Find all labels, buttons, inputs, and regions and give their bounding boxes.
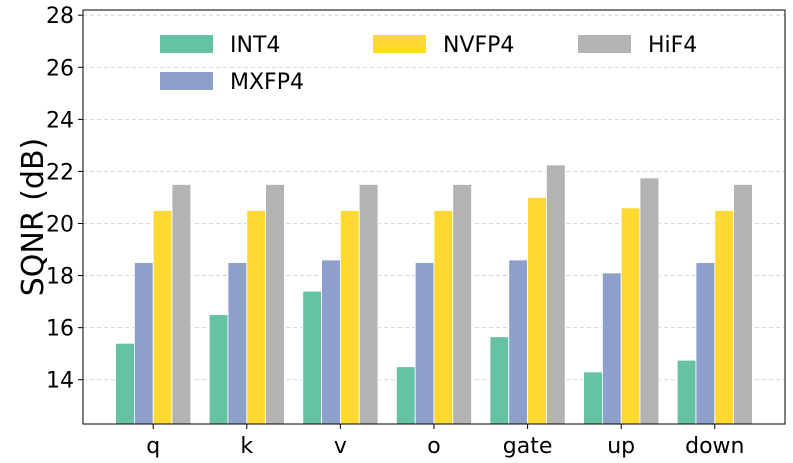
bar-int4-k xyxy=(208,314,229,425)
bar-nvfp4-v xyxy=(339,210,360,425)
legend-swatch-int4 xyxy=(160,35,213,53)
x-tick-label-o: o xyxy=(427,434,440,459)
bar-hif4-up xyxy=(639,177,660,425)
bar-mxfp4-v xyxy=(321,259,341,425)
bar-mxfp4-q xyxy=(133,262,154,425)
bar-mxfp4-k xyxy=(227,262,248,425)
bar-mxfp4-gate xyxy=(508,259,528,425)
bar-hif4-k xyxy=(265,184,285,425)
y-axis-title: SQNR (dB) xyxy=(16,138,51,297)
x-tick-label-q: q xyxy=(146,434,160,459)
legend-item-mxfp4: MXFP4 xyxy=(160,70,304,95)
legend-swatch-nvfp4 xyxy=(373,35,426,53)
legend-item-int4: INT4 xyxy=(160,33,280,58)
x-tick-label-k: k xyxy=(240,434,253,459)
bar-nvfp4-gate xyxy=(527,197,547,425)
x-tick-label-v: v xyxy=(334,434,347,459)
bar-int4-up xyxy=(583,371,603,425)
legend: INT4 NVFP4 HiF4 MXFP4 xyxy=(160,33,697,95)
bar-int4-q xyxy=(115,342,135,425)
legend-label-mxfp4: MXFP4 xyxy=(230,70,304,95)
bar-nvfp4-q xyxy=(152,210,173,425)
x-tick-label-up: up xyxy=(607,434,635,459)
bar-hif4-down xyxy=(733,184,753,425)
bars xyxy=(115,164,753,425)
bar-int4-o xyxy=(395,366,416,425)
y-tick-label-18: 18 xyxy=(46,265,74,290)
bar-hif4-gate xyxy=(546,164,566,425)
bar-int4-down xyxy=(676,359,697,425)
y-tick-label-20: 20 xyxy=(46,213,74,238)
bar-mxfp4-up xyxy=(602,272,622,425)
y-tick-label-24: 24 xyxy=(46,108,74,133)
legend-label-hif4: HiF4 xyxy=(648,33,697,58)
y-tick-label-14: 14 xyxy=(46,369,74,394)
x-tick-label-gate: gate xyxy=(503,434,553,459)
y-tick-label-16: 16 xyxy=(46,317,74,342)
legend-label-nvfp4: NVFP4 xyxy=(443,33,514,58)
y-tick-label-26: 26 xyxy=(46,56,74,81)
bar-int4-gate xyxy=(489,336,510,425)
bar-hif4-o xyxy=(452,184,472,425)
y-tick-label-28: 28 xyxy=(46,4,74,29)
legend-swatch-mxfp4 xyxy=(160,72,213,90)
y-axis-ticks: 14 16 18 20 22 24 26 28 xyxy=(46,4,83,394)
y-tick-label-22: 22 xyxy=(46,160,74,185)
legend-item-nvfp4: NVFP4 xyxy=(373,33,514,58)
x-tick-label-down: down xyxy=(685,434,744,459)
legend-swatch-hif4 xyxy=(578,35,631,53)
bar-mxfp4-down xyxy=(695,262,716,425)
bar-nvfp4-down xyxy=(714,210,734,425)
bar-nvfp4-o xyxy=(433,210,454,425)
bar-int4-v xyxy=(302,290,322,425)
bar-nvfp4-up xyxy=(620,207,641,425)
bar-nvfp4-k xyxy=(246,210,267,425)
bar-hif4-v xyxy=(358,184,379,425)
legend-label-int4: INT4 xyxy=(230,33,280,58)
bar-hif4-q xyxy=(171,184,192,425)
legend-item-hif4: HiF4 xyxy=(578,33,697,58)
bar-mxfp4-o xyxy=(414,262,435,425)
x-axis-ticks: q k v o gate up down xyxy=(146,424,744,459)
